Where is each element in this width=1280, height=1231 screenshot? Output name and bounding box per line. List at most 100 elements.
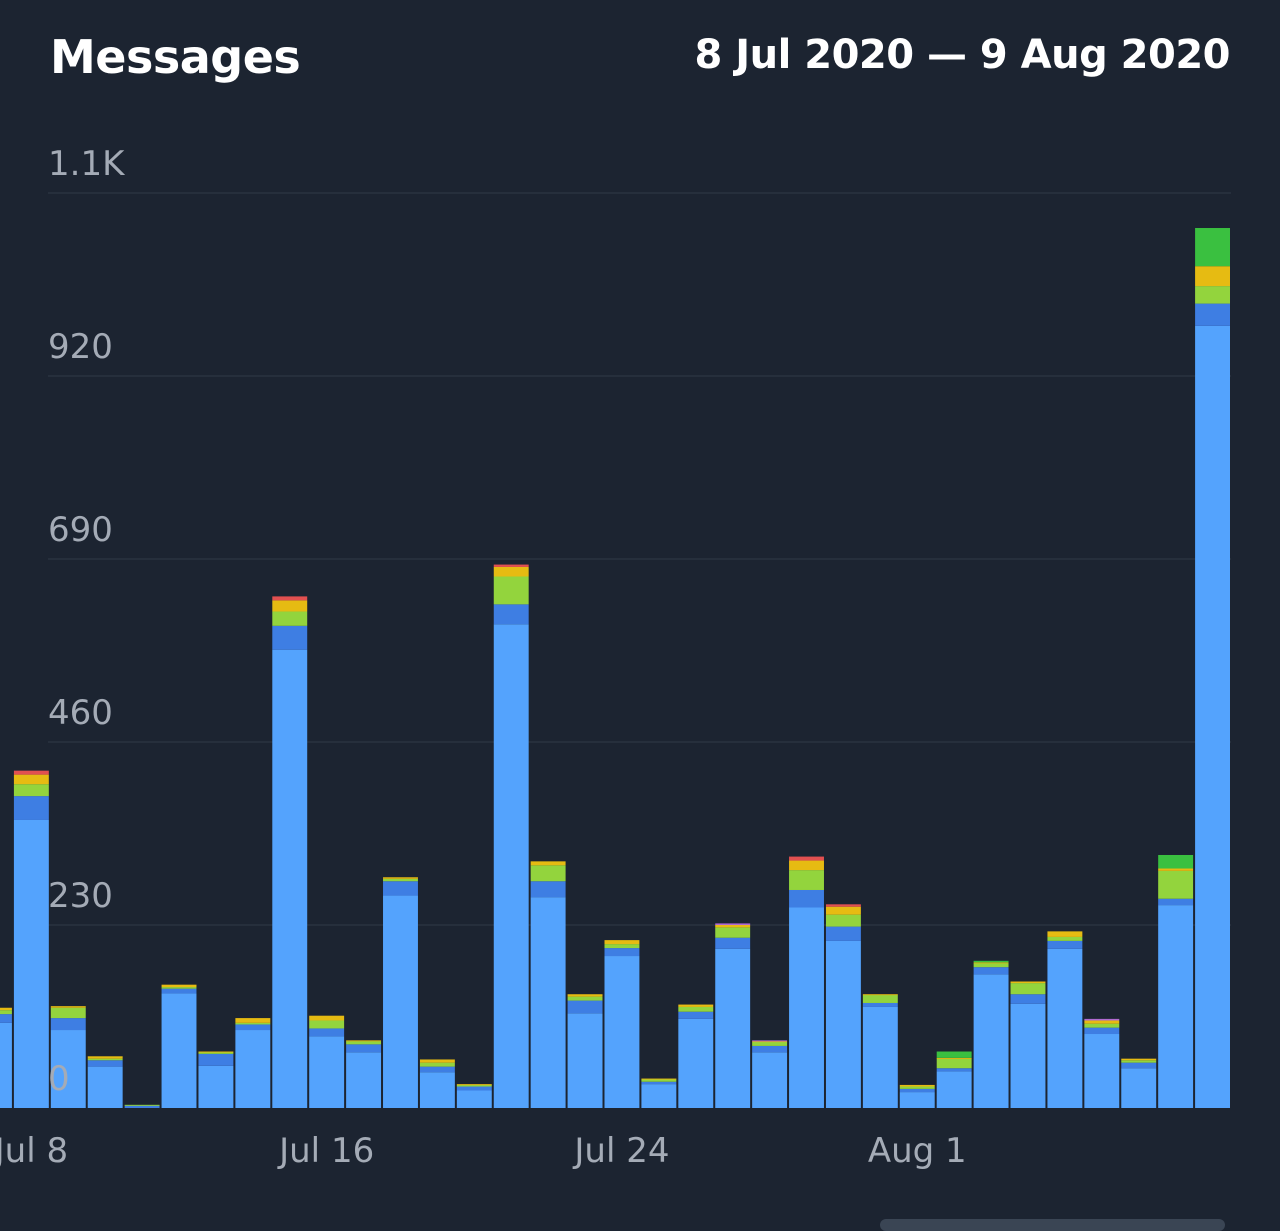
bar-stack[interactable] [456,1084,492,1108]
bar-stack[interactable] [309,1015,345,1108]
bar-segment [825,940,861,1108]
bar-segment [13,819,49,1108]
bar-stack[interactable] [383,877,418,1108]
bar-stack[interactable] [825,904,861,1108]
bar-stack[interactable] [1158,854,1194,1108]
bar-segment [678,1006,714,1012]
bar-stack[interactable] [50,1006,86,1108]
bar-segment [530,897,566,1108]
bar-segment [1047,948,1083,1108]
bar-segment [789,860,824,871]
bar-segment [13,796,49,820]
bar-segment [899,1084,935,1087]
bar-segment [1084,1020,1120,1024]
bar-segment [198,1052,234,1054]
bar-segment [13,770,49,775]
bar-segment [1010,994,1046,1004]
bar-segment [1158,870,1194,899]
bar-segment [752,1040,788,1042]
bar-segment [678,1011,714,1019]
bar-segment [383,878,418,882]
bar-stack[interactable] [641,1078,677,1108]
bar-segment [383,881,418,896]
bar-segment [198,1051,234,1053]
bar-stack[interactable] [13,770,49,1108]
bar-segment [456,1084,492,1086]
date-range[interactable]: 8 Jul 2020 — 9 Aug 2020 [694,32,1230,78]
bar-stack[interactable] [530,861,566,1108]
bar-segment [383,895,418,1108]
bar-segment [346,1040,382,1042]
bar-segment [530,865,566,882]
bar-segment [678,1004,714,1007]
bar-stack[interactable] [1121,1058,1157,1108]
bar-segment [604,948,640,957]
bar-segment [752,1041,788,1046]
bar-stack[interactable] [678,1004,714,1108]
bar-stack[interactable] [789,856,824,1108]
bar-stack[interactable] [862,994,898,1108]
bar-segment [1047,940,1083,949]
bar-stack[interactable] [161,984,197,1108]
bar-stack[interactable] [715,923,751,1108]
bar-segment [715,948,751,1108]
bar-stack[interactable] [899,1084,935,1108]
bar-segment [198,1053,234,1066]
bar-segment [272,600,308,612]
bar-stack[interactable] [1195,228,1230,1108]
bar-stack[interactable] [1084,1018,1120,1108]
bar-stack[interactable] [493,564,529,1108]
bar-segment [862,995,898,1003]
range-slider-handle[interactable] [880,1219,1225,1231]
bar-segment [235,1030,271,1108]
bar-segment [272,611,308,626]
bar-segment [87,1066,123,1108]
bar-segment [309,1020,345,1029]
bar-stack[interactable] [973,960,1009,1108]
bar-segment [13,784,49,797]
bar-segment [419,1072,455,1108]
bar-segment [0,1007,12,1011]
bar-segment [567,1000,603,1014]
bar-segment [825,906,861,915]
bar-segment [789,907,824,1108]
bar-segment [1158,905,1194,1108]
bar-segment [493,564,529,567]
bar-segment [346,1052,382,1108]
bar-segment [752,1041,788,1043]
bar-segment [493,576,529,605]
bar-segment [309,1036,345,1108]
bar-stack[interactable] [198,1051,234,1108]
bar-stack[interactable] [0,1007,12,1108]
bar-segment [272,625,308,650]
bar-stack[interactable] [87,1056,123,1108]
bar-segment [346,1044,382,1053]
bar-segment [419,1059,455,1063]
bar-segment [419,1066,455,1073]
bar-stack[interactable] [604,940,640,1108]
bar-stack[interactable] [936,1051,972,1108]
bar-stack[interactable] [1047,931,1083,1108]
bar-segment [1195,303,1230,326]
y-tick-label: 230 [48,876,113,916]
bar-segment [1195,228,1230,267]
bar-segment [1121,1058,1157,1061]
bar-segment [862,994,898,996]
bar-stack[interactable] [346,1040,382,1108]
bar-segment [1084,1034,1120,1108]
bar-stack[interactable] [752,1040,788,1108]
bar-stack[interactable] [272,596,308,1108]
bar-stack[interactable] [567,994,603,1108]
bar-segment [567,1013,603,1108]
bar-stack[interactable] [124,1104,160,1108]
x-axis-ticks: Jul 8 Jul 16 Jul 24 Aug 1 [0,1131,967,1171]
bar-stack[interactable] [1010,981,1046,1108]
bars [0,228,1230,1108]
bar-segment [641,1084,677,1108]
bar-segment [973,967,1009,975]
bar-stack[interactable] [419,1059,455,1108]
bar-segment [862,1006,898,1108]
bar-stack[interactable] [235,1018,271,1108]
bar-segment [235,1024,271,1031]
